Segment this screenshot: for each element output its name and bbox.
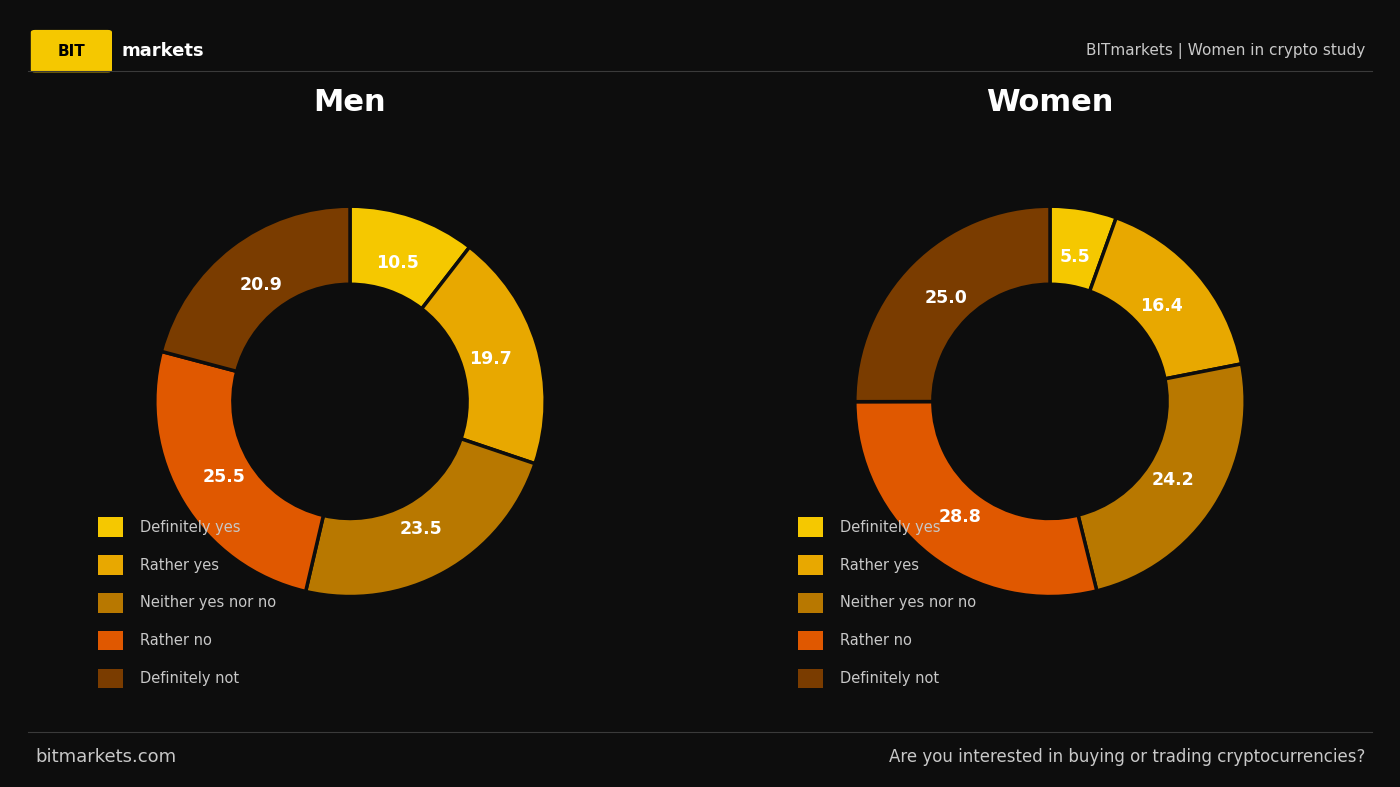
Wedge shape <box>1089 218 1242 379</box>
Wedge shape <box>421 247 545 464</box>
Text: bitmarkets.com: bitmarkets.com <box>35 748 176 766</box>
Text: Definitely yes: Definitely yes <box>140 519 241 535</box>
Text: 25.0: 25.0 <box>925 289 967 307</box>
Text: Definitely not: Definitely not <box>840 671 939 686</box>
Text: Neither yes nor no: Neither yes nor no <box>840 595 976 611</box>
Text: Rather yes: Rather yes <box>140 557 218 573</box>
Wedge shape <box>161 206 350 371</box>
Text: Rather yes: Rather yes <box>840 557 918 573</box>
Text: 25.5: 25.5 <box>203 467 246 486</box>
Wedge shape <box>1078 364 1245 591</box>
Text: Rather no: Rather no <box>140 633 211 648</box>
Text: Women: Women <box>987 88 1113 116</box>
Text: 19.7: 19.7 <box>469 350 511 368</box>
Wedge shape <box>1050 206 1116 291</box>
Text: Definitely not: Definitely not <box>140 671 239 686</box>
Wedge shape <box>350 206 469 309</box>
Wedge shape <box>305 438 535 597</box>
Text: markets: markets <box>122 42 204 60</box>
Wedge shape <box>855 401 1096 597</box>
Text: 16.4: 16.4 <box>1140 297 1183 315</box>
Text: 5.5: 5.5 <box>1060 248 1091 266</box>
Text: Definitely yes: Definitely yes <box>840 519 941 535</box>
Text: 24.2: 24.2 <box>1152 471 1194 489</box>
Text: Neither yes nor no: Neither yes nor no <box>140 595 276 611</box>
Text: 28.8: 28.8 <box>938 508 981 526</box>
Text: 20.9: 20.9 <box>239 276 283 294</box>
Text: Men: Men <box>314 88 386 116</box>
Text: 10.5: 10.5 <box>377 254 419 272</box>
Text: Are you interested in buying or trading cryptocurrencies?: Are you interested in buying or trading … <box>889 748 1365 766</box>
Text: BITmarkets | Women in crypto study: BITmarkets | Women in crypto study <box>1086 43 1365 59</box>
Wedge shape <box>155 352 323 592</box>
Text: 23.5: 23.5 <box>400 520 442 538</box>
Text: BIT: BIT <box>57 43 85 59</box>
Text: Rather no: Rather no <box>840 633 911 648</box>
Wedge shape <box>855 206 1050 401</box>
